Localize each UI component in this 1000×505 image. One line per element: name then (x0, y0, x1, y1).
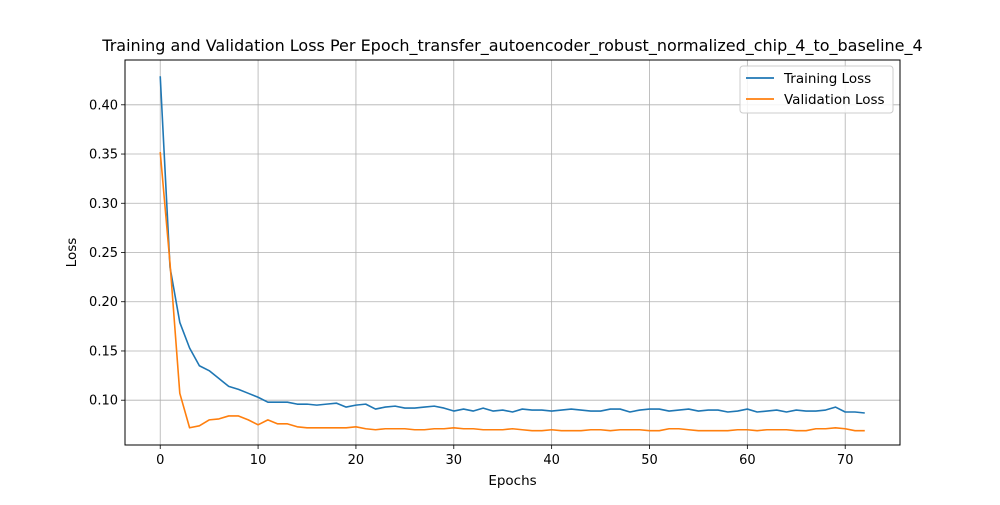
x-tick-label: 0 (156, 453, 164, 468)
y-tick-label: 0.15 (89, 344, 118, 359)
y-tick-label: 0.40 (89, 98, 118, 113)
x-tick-label: 50 (641, 453, 658, 468)
grid (125, 60, 900, 445)
y-tick-label: 0.25 (89, 246, 118, 261)
legend: Training Loss Validation Loss (739, 65, 894, 114)
y-tick-label: 0.20 (89, 295, 118, 310)
series-line-validation-loss (159, 151, 865, 432)
plot-area (159, 76, 865, 432)
y-tick-label: 0.30 (89, 197, 118, 212)
y-axis-label: Loss (64, 238, 80, 268)
x-tick-label: 60 (739, 453, 756, 468)
x-tick-label: 20 (348, 453, 365, 468)
legend-label-validation-loss: Validation Loss (784, 92, 885, 108)
y-tick-label: 0.10 (89, 394, 118, 409)
x-tick-label: 30 (446, 453, 463, 468)
x-tick-label: 70 (837, 453, 854, 468)
x-axis-label: Epochs (488, 473, 536, 489)
x-axis: 0 10 20 30 40 50 60 70 (156, 445, 853, 468)
y-tick-label: 0.35 (89, 148, 118, 163)
x-tick-label: 40 (543, 453, 560, 468)
y-axis: 0.10 0.15 0.20 0.25 0.30 0.35 0.40 (89, 98, 125, 409)
series-line-training-loss (159, 76, 865, 414)
x-tick-label: 10 (250, 453, 267, 468)
legend-box (739, 65, 894, 114)
legend-label-training-loss: Training Loss (783, 71, 871, 87)
chart-title: Training and Validation Loss Per Epoch_t… (101, 36, 922, 56)
